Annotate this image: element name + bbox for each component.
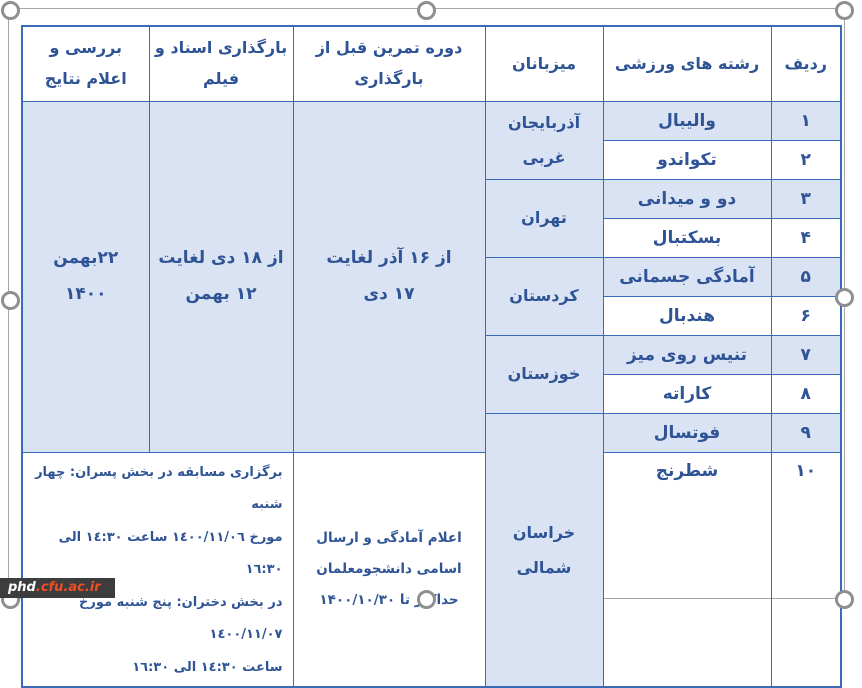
review-date-line2: ۱۴۰۰ — [64, 283, 107, 304]
header-training-period: دوره تمرین قبل از بارگذاری — [292, 25, 486, 102]
sport-cell: فوتسال — [602, 412, 772, 453]
resize-handle-top-center[interactable] — [417, 1, 436, 20]
site-watermark: phd.cfu.ac.ir — [0, 578, 115, 598]
resize-handle-bottom-right[interactable] — [835, 590, 854, 609]
table-row: ۶ هندبال — [22, 295, 842, 336]
row-number-cell: ۴ — [770, 217, 842, 258]
schedule-note-line: برگزاری مسابقه در بخش پسران: چهار شنبه — [35, 464, 283, 513]
sport-cell: کاراته — [602, 373, 772, 414]
row-number-cell: ۹ — [770, 412, 842, 453]
header-hosts: میزبانان — [484, 25, 604, 102]
host-cell: خوزستان — [484, 334, 604, 414]
table-row: ۴ بسکتبال — [22, 217, 842, 258]
resize-handle-top-left[interactable] — [1, 1, 20, 20]
header-review-results: بررسی و اعلام نتایج — [21, 25, 150, 102]
header-upload-period: بارگذاری اسناد و فیلم — [148, 25, 294, 102]
host-cell: خراسان شمالی — [484, 412, 604, 688]
upload-period-cell: از ۱۸ دی لغایت ۱۲ بهمن — [148, 100, 294, 453]
schedule-note-cell: برگزاری مسابقه در بخش پسران: چهار شنبه م… — [21, 451, 294, 688]
table-row: ۷ تنیس روی میز خوزستان — [22, 334, 842, 414]
watermark-prefix: phd — [8, 580, 36, 595]
table-row: ۸ کاراته — [22, 373, 842, 414]
table-row: ۱ والیبال آذربایجان غربی از ۱۶ آذر لغایت… — [21, 100, 842, 453]
sport-cell: آمادگی جسمانی — [602, 256, 772, 297]
sport-cell: دو و میدانی — [602, 178, 772, 219]
sport-cell: شطرنج — [602, 451, 772, 688]
resize-handle-bottom-center[interactable] — [417, 590, 436, 609]
header-sports: رشته های ورزشی — [602, 25, 772, 102]
row-number-cell: ۲ — [770, 139, 842, 180]
sport-cell: بسکتبال — [602, 217, 772, 258]
table-row: ۱۰ شطرنج اعلام آمادگی و ارسال اسامی دانش… — [21, 451, 842, 688]
table-row: ۵ آمادگی جسمانی کردستان — [22, 256, 842, 336]
watermark-suffix: .cfu.ac.ir — [35, 580, 101, 595]
row-number-cell: ۸ — [770, 373, 842, 414]
resize-handle-left-middle[interactable] — [1, 291, 20, 310]
schedule-note-line: مورخ ١٤٠٠/١١/٠٦ ساعت ١٤:٣٠ الی ١٦:٣٠ — [58, 529, 283, 578]
resize-handle-right-middle[interactable] — [835, 288, 854, 307]
row-number-cell: ۱ — [770, 100, 842, 141]
sport-cell: تکواندو — [602, 139, 772, 180]
review-date-cell: ۲۲بهمن ۱۴۰۰ — [21, 100, 150, 453]
review-date-line1: ۲۲بهمن — [53, 247, 119, 268]
readiness-note-cell: اعلام آمادگی و ارسال اسامی دانشجومعلمان … — [292, 451, 486, 688]
host-cell: تهران — [484, 178, 604, 258]
resize-handle-top-right[interactable] — [835, 1, 854, 20]
sport-cell: هندبال — [602, 295, 772, 336]
row-number-cell: ۳ — [770, 178, 842, 219]
row-number-cell: ۷ — [770, 334, 842, 375]
schedule-table-container: ردیف رشته های ورزشی میزبانان دوره تمرین … — [21, 25, 842, 688]
header-row-number: ردیف — [770, 25, 842, 102]
row-number-cell: ۵ — [770, 256, 842, 297]
schedule-table: ردیف رشته های ورزشی میزبانان دوره تمرین … — [21, 25, 842, 688]
sport-cell: والیبال — [602, 100, 772, 141]
schedule-note-line: ساعت ١٤:٣٠ الی ١٦:٣٠ — [132, 659, 283, 675]
host-cell: آذربایجان غربی — [484, 100, 604, 180]
row-number-cell: ۶ — [770, 295, 842, 336]
sport-cell: تنیس روی میز — [602, 334, 772, 375]
training-period-cell: از ۱۶ آذر لغایت ۱۷ دی — [292, 100, 486, 453]
table-row: ۳ دو و میدانی تهران — [22, 178, 842, 258]
host-cell: کردستان — [484, 256, 604, 336]
row-number-cell: ۱۰ — [770, 451, 842, 688]
header-row: ردیف رشته های ورزشی میزبانان دوره تمرین … — [21, 25, 842, 102]
